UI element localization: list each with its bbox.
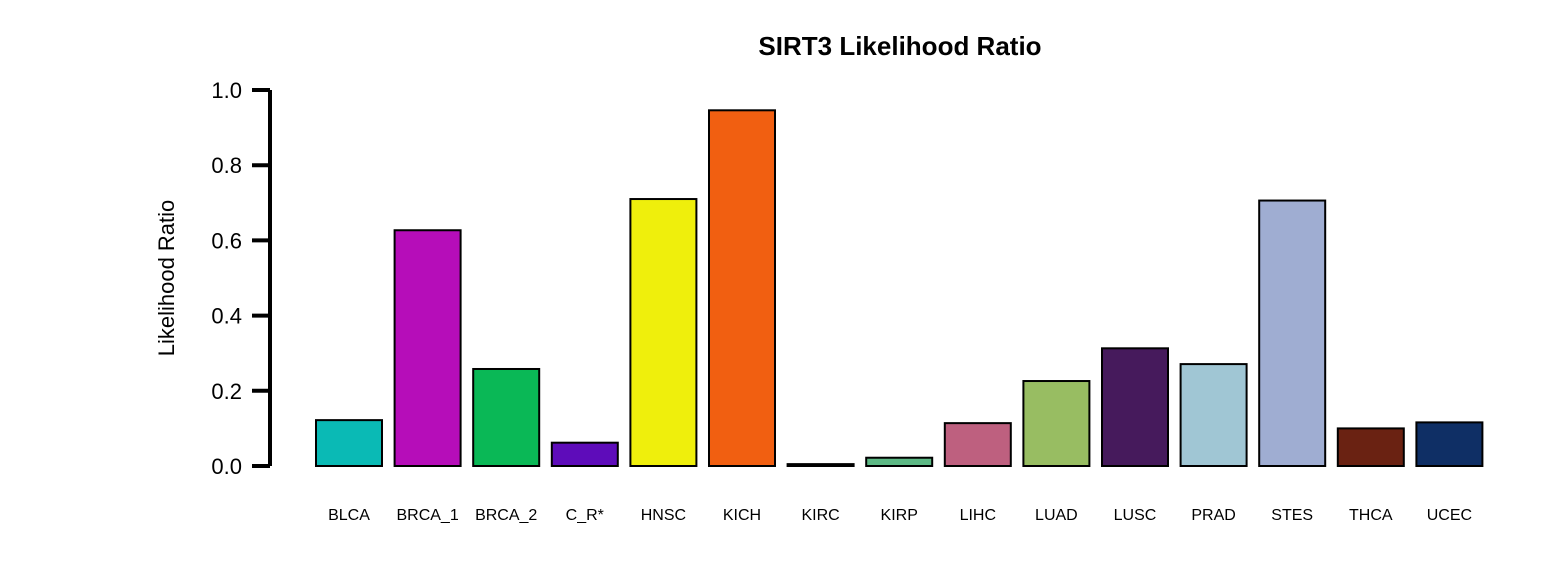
x-tick-label: PRAD bbox=[1191, 507, 1235, 524]
y-tick-label: 0.8 bbox=[211, 153, 242, 178]
bar-c-r bbox=[550, 441, 619, 467]
y-axis: 0.0 0.2 0.4 0.6 0.8 1.0 bbox=[211, 78, 272, 479]
x-tick-label: LUSC bbox=[1114, 507, 1157, 524]
y-tick-label: 0.2 bbox=[211, 379, 242, 404]
x-tick-label: LUAD bbox=[1035, 507, 1078, 524]
bar-hnsc bbox=[629, 198, 698, 467]
bar-blca bbox=[315, 419, 383, 467]
bar-ucec bbox=[1415, 421, 1484, 468]
x-tick-label: LIHC bbox=[960, 507, 996, 524]
bar-kich bbox=[708, 109, 776, 468]
bars bbox=[315, 109, 1484, 468]
chart-title: SIRT3 Likelihood Ratio bbox=[758, 31, 1041, 61]
x-tick-label: KIRC bbox=[801, 507, 839, 524]
bar-lusc bbox=[1101, 347, 1169, 468]
x-tick-label: HNSC bbox=[641, 507, 686, 524]
x-tick-label: C_R* bbox=[566, 507, 604, 524]
x-tick-label: THCA bbox=[1349, 507, 1393, 524]
bar-prad bbox=[1179, 363, 1248, 468]
x-tick-label: UCEC bbox=[1427, 507, 1472, 524]
x-tick-label: KIRP bbox=[881, 507, 918, 524]
x-axis-labels: BLCA BRCA_1 BRCA_2 C_R* HNSC KICH KIRC KIRP LIHC… bbox=[328, 507, 1472, 524]
bar-luad bbox=[1022, 380, 1091, 467]
bar-brca-1 bbox=[393, 229, 462, 467]
bar-brca-2 bbox=[472, 367, 541, 468]
bar-kirc bbox=[786, 463, 855, 467]
y-axis-label: Likelihood Ratio bbox=[154, 200, 179, 357]
x-tick-label: STES bbox=[1271, 507, 1313, 524]
y-tick-label: 0.6 bbox=[211, 228, 242, 253]
x-tick-label: BLCA bbox=[328, 507, 370, 524]
y-tick-label: 1.0 bbox=[211, 78, 242, 103]
x-tick-label: BRCA_2 bbox=[475, 507, 537, 524]
bar-kirp bbox=[865, 456, 934, 467]
bar-lihc bbox=[943, 422, 1012, 467]
bar-stes bbox=[1258, 199, 1327, 467]
x-tick-label: BRCA_1 bbox=[396, 507, 458, 524]
bar-thca bbox=[1336, 427, 1405, 467]
y-tick-label: 0.0 bbox=[211, 454, 242, 479]
x-tick-label: KICH bbox=[723, 507, 761, 524]
y-tick-label: 0.4 bbox=[211, 304, 242, 329]
